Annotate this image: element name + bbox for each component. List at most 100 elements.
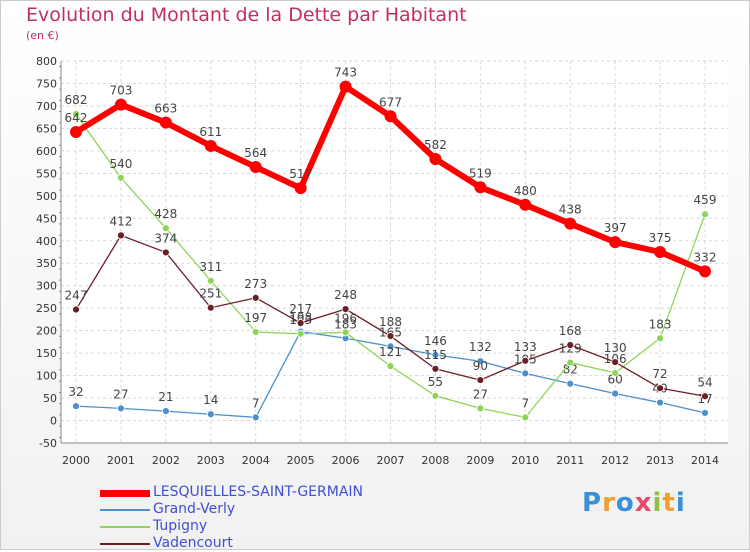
data-label: 564 [244, 146, 267, 160]
data-point [117, 231, 125, 240]
data-label: 115 [424, 348, 447, 362]
data-point [72, 402, 80, 411]
data-point [654, 246, 667, 258]
y-tick-label: 700 [36, 100, 57, 113]
data-point [429, 152, 442, 165]
data-label: 146 [424, 334, 447, 348]
data-point [294, 182, 307, 195]
x-tick-label: 2008 [421, 454, 449, 467]
data-label: 480 [514, 184, 537, 198]
data-label: 196 [334, 311, 357, 325]
data-label: 703 [109, 84, 132, 98]
y-tick-label: 500 [36, 190, 57, 203]
data-point [431, 364, 440, 373]
data-point [296, 329, 305, 338]
data-label: 273 [244, 277, 267, 291]
data-label: 677 [379, 95, 402, 109]
data-label: 248 [334, 288, 357, 302]
data-point [701, 408, 709, 417]
data-label: 247 [65, 289, 88, 303]
proxiti-logo: Proxiti [582, 488, 686, 518]
data-point [431, 351, 440, 359]
legend-label: Tupigny [153, 518, 208, 534]
data-label: 517 [289, 167, 312, 181]
data-point [474, 181, 487, 194]
data-label: 168 [559, 324, 582, 338]
data-label: 217 [289, 302, 312, 316]
data-label: 54 [697, 375, 712, 389]
data-point [656, 398, 664, 407]
legend-swatch [100, 526, 150, 528]
y-tick-label: 50 [43, 392, 57, 405]
data-label: 7 [252, 396, 260, 410]
y-tick-label: 100 [36, 370, 57, 383]
data-label: 60 [608, 373, 623, 387]
data-point [161, 407, 170, 415]
data-label: 27 [473, 387, 488, 401]
data-point [701, 392, 709, 401]
data-point [204, 139, 217, 152]
data-point [206, 410, 215, 419]
data-label: 130 [604, 341, 627, 355]
data-label: 375 [649, 231, 672, 245]
data-point [249, 161, 262, 174]
data-label: 121 [379, 345, 402, 359]
data-label: 32 [68, 385, 83, 399]
data-point [161, 224, 170, 233]
y-tick-label: 550 [36, 167, 57, 180]
data-label: 743 [334, 66, 357, 80]
data-point [117, 404, 125, 413]
data-point [251, 413, 260, 422]
data-label: 682 [65, 93, 88, 107]
data-point [339, 80, 352, 93]
data-point [701, 210, 709, 219]
data-label: 428 [154, 207, 177, 221]
x-tick-label: 2011 [556, 454, 584, 467]
data-label: 642 [65, 111, 88, 125]
y-tick-label: 450 [36, 212, 57, 225]
data-point [384, 110, 397, 123]
data-label: 311 [199, 260, 222, 274]
data-label: 72 [652, 367, 667, 381]
data-point [521, 413, 530, 422]
x-tick-label: 2007 [377, 454, 405, 467]
data-label: 133 [514, 340, 537, 354]
legend-label: Vadencourt [153, 535, 233, 551]
y-tick-label: 600 [36, 145, 57, 158]
x-tick-label: 2005 [287, 454, 315, 467]
data-label: 459 [694, 193, 717, 207]
data-label: 412 [109, 214, 132, 228]
data-point [159, 116, 172, 129]
data-point [341, 305, 350, 313]
data-point [386, 362, 395, 371]
data-label: 663 [154, 102, 177, 116]
x-tick-label: 2010 [511, 454, 539, 467]
data-point [611, 368, 620, 377]
legend-swatch [100, 543, 150, 545]
legend-swatch [100, 509, 150, 511]
x-tick-label: 2012 [601, 454, 629, 467]
data-label: 132 [469, 340, 492, 354]
data-point [609, 236, 622, 249]
data-point [566, 379, 575, 388]
data-point [476, 357, 485, 366]
chart-subtitle: (en €) [26, 29, 59, 42]
x-tick-label: 2013 [646, 454, 674, 467]
data-point [114, 98, 127, 111]
data-point [70, 126, 82, 139]
data-label: 183 [649, 317, 672, 331]
data-point [341, 328, 350, 337]
data-point [117, 173, 125, 182]
data-label: 14 [203, 393, 218, 407]
data-label: 519 [469, 166, 492, 180]
data-point [521, 369, 530, 378]
data-label: 21 [158, 390, 173, 404]
data-point [611, 358, 620, 367]
data-label: 197 [244, 311, 267, 325]
data-point [296, 319, 305, 327]
data-point [519, 198, 532, 211]
data-point [251, 293, 260, 302]
y-tick-label: 400 [36, 235, 57, 248]
y-tick-label: 300 [36, 280, 57, 293]
